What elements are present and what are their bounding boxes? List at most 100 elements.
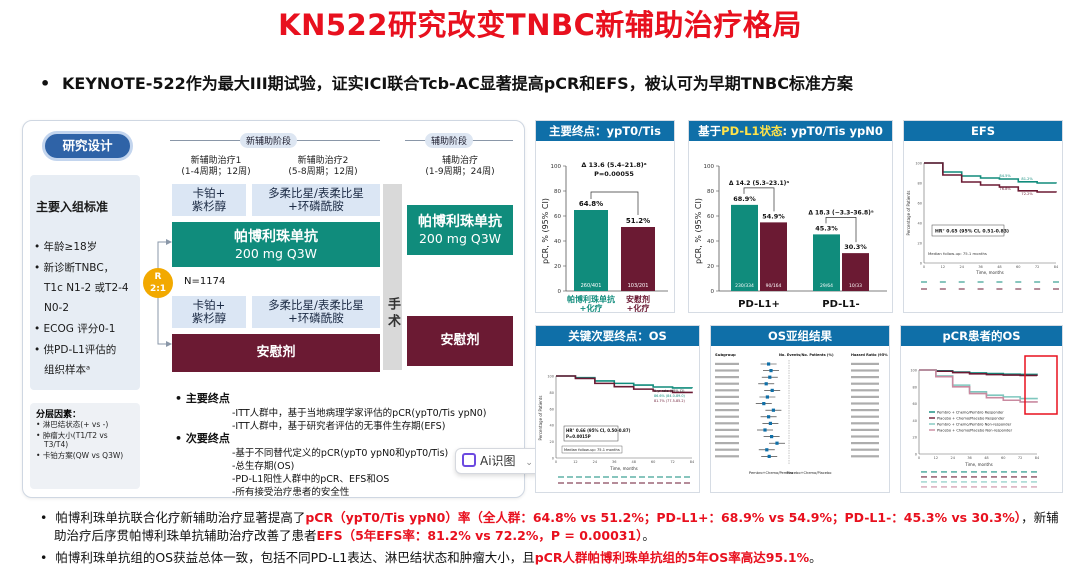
risk-table-cell xyxy=(558,476,564,478)
x-tick-label: 60 xyxy=(1016,265,1020,269)
legend-item: 86.6% (84.0-89.0) xyxy=(654,394,685,398)
criteria-item: • 供PD-L1评估的 xyxy=(34,344,117,356)
x-tick-label: 12 xyxy=(941,265,945,269)
risk-table-cell xyxy=(675,476,681,478)
y-tick-label: 80 xyxy=(707,189,714,195)
risk-table-cell xyxy=(648,482,654,484)
hr-point xyxy=(765,448,769,452)
p-value-label: P=0.0015P xyxy=(566,434,591,439)
delta-bracket xyxy=(825,217,857,243)
secondary-endpoint-head: • 次要终点 xyxy=(175,432,230,445)
y-tick-label: 40 xyxy=(554,239,561,245)
risk-table-cell xyxy=(666,482,672,484)
hr-point xyxy=(768,375,772,379)
risk-table-cell xyxy=(921,481,927,483)
risk-table-cell xyxy=(1001,471,1007,473)
note2-b: EFS（5年EFS率：81.2% vs 72.2%，P = 0.00031） xyxy=(316,528,643,543)
y-tick-label: 40 xyxy=(913,419,917,423)
risk-table-cell xyxy=(981,486,987,488)
y-axis-label: Percentage of Patients xyxy=(906,191,911,236)
x-tick-label: 12 xyxy=(573,460,577,464)
x-axis-label: Time, months xyxy=(975,270,1003,275)
top-bullet-text: KEYNOTE-522作为最大III期试验，证实ICI联合Tcb-AC显著提高p… xyxy=(62,74,853,93)
y-tick-label: 80 xyxy=(554,189,561,195)
risk-table-cell xyxy=(991,476,997,478)
secondary-endpoint-title: 次要终点 xyxy=(185,432,230,445)
y-tick-label: 100 xyxy=(547,375,554,379)
risk-table-cell xyxy=(1031,471,1037,473)
pembro-adj-dose: 200 mg Q3W xyxy=(418,231,502,246)
subgroup-label-placeholder xyxy=(715,402,739,405)
legend-item: Pembro + Chemo/Pembro Responder xyxy=(937,411,1004,415)
km-curve xyxy=(556,375,693,394)
adj-sub: (1-9周期；24周) xyxy=(425,167,495,177)
surgery-bar: 手术 xyxy=(383,184,402,370)
risk-table-cell xyxy=(991,481,997,483)
legend-item: Pembro + Chemo/Pembro Non-responder xyxy=(937,423,1012,427)
risk-table-cell xyxy=(639,482,645,484)
hr-value-placeholder xyxy=(851,455,879,458)
note-line-1: • 帕博利珠单抗联合化疗新辅助治疗显著提高了pCR（ypT0/Tis ypN0）… xyxy=(40,510,1059,525)
note2-a: 助治疗后序贯帕博利珠单抗辅助治疗改善了患者 xyxy=(54,528,317,543)
x-tick-label: 0 xyxy=(555,460,557,464)
legend-item: Placebo + Chemo/Placebo Responder xyxy=(937,417,1005,421)
risk-table-cell xyxy=(1011,481,1017,483)
median-label: Median follow-up: 75.1 months xyxy=(564,448,620,452)
y-tick-label: 60 xyxy=(913,402,917,406)
x-tick-label: 0 xyxy=(918,456,920,460)
risk-table-cell xyxy=(931,476,937,478)
y-tick-label: 80 xyxy=(550,391,554,395)
y-tick-label: 60 xyxy=(707,214,714,220)
delta-bracket xyxy=(590,191,639,215)
hr-value-placeholder xyxy=(851,389,879,392)
y-tick-label: 40 xyxy=(550,424,554,428)
pdl1-panel: 基于PD-L1状态: ypT0/Tis ypN0 0 20 40 60 80 100 pCR… xyxy=(688,120,893,313)
y-tick-label: 20 xyxy=(550,440,554,444)
risk-table-cell xyxy=(594,482,600,484)
risk-table-cell xyxy=(585,482,591,484)
y-tick-label: 0 xyxy=(915,453,917,457)
x-category-label: +化疗 xyxy=(580,303,603,312)
risk-table-cell xyxy=(941,481,947,483)
risk-table-cell xyxy=(621,482,627,484)
strata-item: • 淋巴结状态(+ vs -) xyxy=(36,420,109,429)
strata-item: • 卡铂方案(QW vs Q3W) xyxy=(36,451,124,460)
hr-box xyxy=(563,425,619,442)
hr-point xyxy=(767,415,771,419)
adj-label: 辅助治疗 (1-9周期；24周) xyxy=(408,156,512,178)
criteria-text: ECOG 评分0-1 xyxy=(43,323,116,335)
legend-item: Placebo + Chemo/Placebo Non-responder xyxy=(937,429,1013,433)
x-category-label: 帕博利珠单抗 xyxy=(567,294,615,304)
risk-table-cell xyxy=(951,486,957,488)
x-tick-label: 24 xyxy=(593,460,598,464)
chevron-down-icon[interactable]: ⌄ xyxy=(525,458,533,468)
secondary-endpoint-item: -所有接受治疗患者的安全性 xyxy=(232,487,350,498)
risk-table-cell xyxy=(991,486,997,488)
risk-table-cell xyxy=(1031,481,1037,483)
risk-table-cell xyxy=(931,481,937,483)
risk-table-cell xyxy=(558,482,564,484)
y-tick-label: 100 xyxy=(910,369,917,373)
hr-point xyxy=(763,428,767,432)
x-category-label: PD-L1+ xyxy=(738,299,780,310)
bar-n-label: 103/201 xyxy=(628,283,649,289)
ai-recognize-button[interactable]: Ai识图 ⌄ xyxy=(455,448,545,474)
risk-table-cell xyxy=(941,486,947,488)
risk-table-cell xyxy=(612,476,618,478)
sample-size: N=1174 xyxy=(184,276,226,287)
risk-table-cell xyxy=(1011,476,1017,478)
adj-title: 辅助治疗 xyxy=(441,156,478,166)
risk-table-cell xyxy=(941,476,947,478)
note1-c: ，新辅 xyxy=(1021,510,1059,525)
subgroup-label-placeholder xyxy=(715,448,739,451)
risk-table-cell xyxy=(1001,476,1007,478)
hr-value-placeholder xyxy=(851,422,879,425)
bullet-dot: • xyxy=(40,74,51,93)
hr-value-placeholder xyxy=(851,402,879,405)
risk-table-cell xyxy=(621,476,627,478)
favor-right-label: Placebo+Chemo/Placebo xyxy=(787,471,832,475)
note1-a: 帕博利珠单抗联合化疗新辅助治疗显著提高了 xyxy=(55,510,306,525)
y-tick-label: 60 xyxy=(918,202,922,206)
strata-item: • 肿瘤大小(T1/T2 vs xyxy=(36,431,108,440)
